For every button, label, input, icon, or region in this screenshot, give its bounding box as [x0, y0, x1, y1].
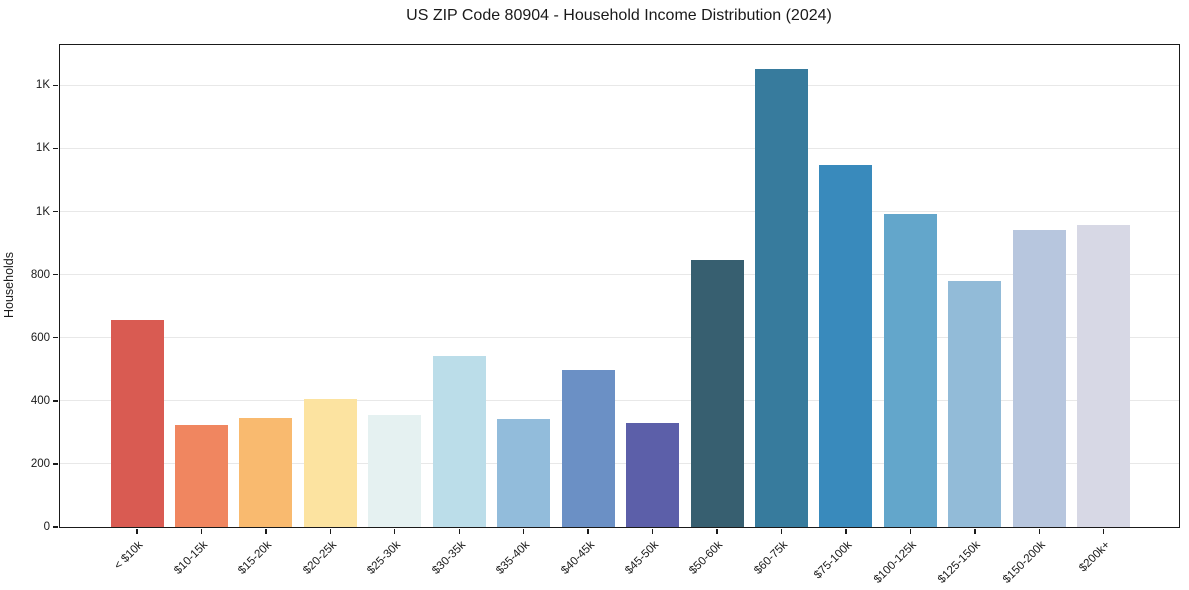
x-tick-label-wrap: $35-40k [364, 535, 532, 577]
x-tick-label-wrap: $30-35k [299, 535, 468, 577]
gridline [60, 147, 1179, 149]
x-tick-mark [394, 529, 396, 534]
x-tick-label-wrap: $60-75k [622, 535, 790, 577]
x-tick-label: $35-40k [494, 539, 533, 577]
x-tick-label-wrap: $25-30k [235, 535, 403, 577]
plot-area: 0 200 400 600 800 1K 1K 1K < $10k $10-15k $15-20k $… [31, 44, 1180, 586]
bar-45-50k [626, 422, 680, 527]
y-tick-mark [53, 84, 58, 87]
x-tick-label-wrap: $15-20k [106, 535, 275, 577]
x-tick-mark [651, 529, 654, 534]
y-tick-mark [53, 463, 58, 465]
y-tick-mark [53, 400, 58, 402]
x-tick-mark [716, 529, 718, 534]
x-tick-label: $150-200k [1000, 539, 1048, 586]
x-tick-label-wrap: $150-200k [879, 535, 1048, 586]
bar-35-40k [497, 418, 551, 527]
bar-20-25k [303, 398, 357, 527]
x-tick-label: $45-50k [623, 539, 662, 577]
x-tick-label-wrap: $10-15k [41, 535, 210, 577]
gridline [60, 84, 1179, 86]
x-tick-mark [523, 529, 525, 534]
gridline [60, 463, 1179, 465]
y-tick-mark [53, 337, 58, 339]
bar-30-35k [432, 355, 486, 527]
bar-100-125k [883, 214, 937, 527]
x-tick-mark [329, 529, 332, 534]
x-tick-mark [265, 529, 267, 534]
y-tick-mark [53, 210, 58, 213]
x-tick-mark [845, 529, 847, 534]
bar-75-100k [819, 164, 873, 527]
x-tick-label: $50-60k [687, 539, 726, 577]
y-tick-label: 400 [30, 394, 50, 407]
bar-40-45k [561, 369, 615, 527]
bar-10-15k [174, 425, 228, 527]
x-tick-label-wrap: < $10k [0, 535, 145, 572]
y-tick-mark [53, 526, 58, 528]
gridline [60, 211, 1179, 213]
x-tick-label-wrap: $125-150k [815, 535, 983, 586]
x-tick-mark [458, 529, 460, 534]
x-tick-mark [1103, 529, 1105, 534]
x-tick-label: $125-150k [936, 539, 984, 586]
bar-150-200k [1012, 230, 1066, 527]
y-tick-label: 1K [35, 205, 50, 218]
x-tick-label: $30-35k [429, 539, 468, 577]
x-tick-label: $100-125k [871, 539, 919, 586]
bar-50-60k [690, 260, 744, 527]
y-tick-label: 1K [35, 79, 50, 92]
bar-200k [1077, 224, 1131, 527]
y-tick-label: 800 [30, 268, 50, 281]
x-tick-mark [1038, 529, 1040, 534]
y-tick-label: 0 [43, 521, 50, 533]
x-tick-label-wrap: $75-100k [686, 535, 854, 581]
x-tick-mark [136, 529, 138, 534]
y-tick-label: 200 [30, 457, 50, 470]
x-tick-label: $200k+ [1076, 539, 1113, 575]
bar-15-20k [239, 417, 293, 527]
x-tick-label: $60-75k [752, 539, 790, 577]
y-tick-label: 1K [35, 142, 50, 155]
chart-title: US ZIP Code 80904 - Household Income Dis… [406, 7, 832, 24]
bar-125-150k [948, 280, 1002, 527]
x-tick-label-wrap: $20-25k [170, 535, 339, 577]
x-tick-label: $10-15k [172, 539, 210, 577]
x-tick-label: $40-45k [558, 539, 597, 577]
x-tick-mark [909, 529, 912, 534]
gridline [60, 337, 1179, 339]
bar-10k [110, 320, 164, 527]
bar-25-30k [368, 415, 422, 527]
x-tick-label-wrap: $200k+ [944, 535, 1112, 574]
x-tick-label: $75-100k [812, 539, 855, 582]
x-tick-label-wrap: $45-50k [493, 535, 661, 577]
x-tick-label-wrap: $100-125k [750, 535, 919, 586]
y-axis-title: Households [2, 252, 16, 319]
y-tick-mark [53, 273, 58, 276]
gridline [60, 274, 1179, 276]
gridline [60, 400, 1179, 402]
x-tick-mark [974, 529, 976, 534]
x-tick-label-wrap: $50-60k [557, 535, 726, 577]
x-tick-label: $15-20k [236, 539, 275, 577]
x-tick-label-wrap: $40-45k [428, 535, 597, 577]
x-tick-mark [780, 529, 783, 534]
x-tick-label: $20-25k [300, 539, 339, 577]
bar-60-75k [755, 68, 808, 527]
x-tick-mark [200, 529, 203, 534]
x-tick-mark [587, 529, 589, 534]
x-tick-label: $25-30k [365, 539, 404, 577]
x-tick-label: < $10k [112, 539, 146, 573]
y-tick-mark [53, 147, 58, 150]
y-tick-label: 600 [30, 331, 50, 344]
